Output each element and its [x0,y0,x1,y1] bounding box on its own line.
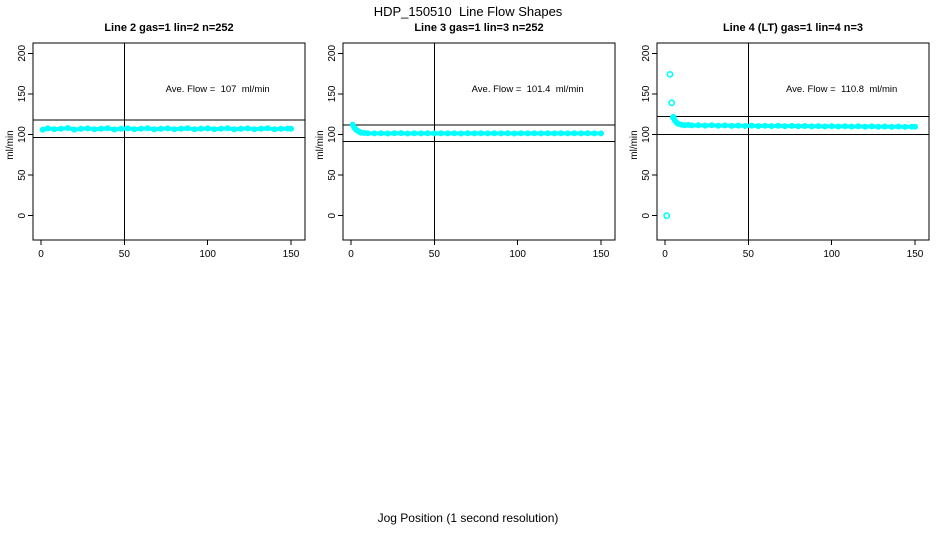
y-tick-label: 150 [17,85,28,102]
panel-3: Line 4 (LT) gas=1 lin=4 n=3 0 50 100 150 0 50 1… [629,22,930,260]
x-tick-label: 100 [509,249,526,260]
x-axis-label: Jog Position (1 second resolution) [377,511,559,525]
plot-box [656,42,930,241]
x-tick-label: 150 [283,249,300,260]
outlier-point [663,212,671,220]
x-tick-label: 100 [823,249,840,260]
panel-title: Line 3 gas=1 lin=3 n=252 [414,22,543,34]
y-tick-label: 50 [327,169,338,181]
avg-flow-annotation: Ave. Flow = 110.8 ml/min [786,84,897,95]
outlier-point [666,71,674,78]
y-tick-label: 100 [17,126,28,143]
x-tick-label: 100 [199,249,216,260]
y-tick-label: 0 [641,212,652,218]
y-tick-label: 200 [327,45,338,62]
outlier-point [669,114,677,121]
panel-title: Line 4 (LT) gas=1 lin=4 n=3 [723,22,863,34]
main-title: HDP_150510 Line Flow Shapes [373,4,563,19]
panel-2: Line 3 gas=1 lin=3 n=252 0 50 100 150 0 50 100 1… [315,22,616,260]
y-axis-label: ml/min [5,130,16,159]
outlier-point [668,99,676,107]
flow-band [350,122,603,136]
flow-band [40,126,293,132]
y-tick-label: 50 [17,169,28,181]
plot-box [32,42,306,241]
avg-flow-annotation: Ave. Flow = 107 ml/min [166,84,270,95]
y-tick-label: 100 [641,126,652,143]
panel-title: Line 2 gas=1 lin=2 n=252 [104,22,233,34]
avg-flow-annotation: Ave. Flow = 101.4 ml/min [472,84,584,95]
y-tick-label: 150 [641,85,652,102]
x-tick-label: 50 [119,249,131,260]
y-tick-label: 150 [327,85,338,102]
x-tick-label: 150 [907,249,924,260]
x-tick-label: 0 [38,249,44,260]
y-axis-label: ml/min [315,130,326,159]
y-tick-label: 200 [17,45,28,62]
x-tick-label: 50 [743,249,755,260]
x-tick-label: 0 [662,249,668,260]
x-tick-label: 150 [593,249,610,260]
panel-1: Line 2 gas=1 lin=2 n=252 0 50 100 150 0 50 100 1… [5,22,306,260]
y-tick-label: 0 [327,212,338,218]
y-tick-label: 0 [17,212,28,218]
x-tick-label: 0 [348,249,354,260]
x-tick-label: 50 [429,249,441,260]
y-axis-label: ml/min [629,130,640,159]
y-tick-label: 200 [641,45,652,62]
flow-band [671,115,917,129]
y-tick-label: 100 [327,126,338,143]
y-tick-label: 50 [641,169,652,181]
